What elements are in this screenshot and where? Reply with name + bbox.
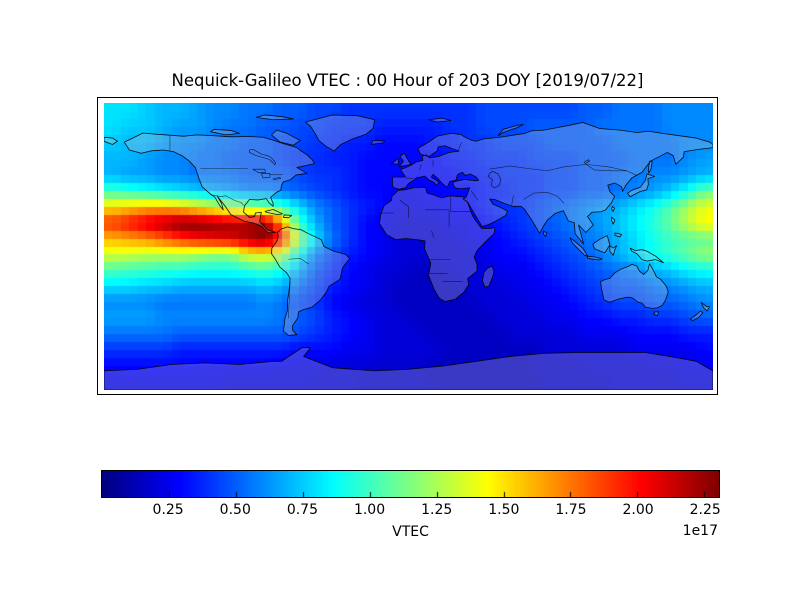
country-border <box>586 164 627 170</box>
country-border <box>400 200 408 218</box>
coastline-landmass <box>104 348 713 390</box>
colorbar-tick-label: 2.25 <box>689 502 721 518</box>
coastline-landmass <box>701 302 709 311</box>
coastline-landmass <box>483 266 494 287</box>
country-border <box>288 282 290 319</box>
coastline-landmass <box>104 137 118 144</box>
lake-outline <box>273 177 281 180</box>
lake-outline <box>249 149 275 164</box>
coastline-landmass <box>392 122 713 244</box>
coastline-landmass <box>371 140 385 144</box>
coastline-landmass <box>392 158 399 164</box>
lake-outline <box>584 160 589 164</box>
coastline-landmass <box>630 248 663 263</box>
colorbar-tick-label: 1.50 <box>488 502 520 518</box>
chart-title: Nequick-Galileo VTEC : 00 Hour of 203 DO… <box>171 71 644 90</box>
country-border <box>288 258 308 264</box>
coastline-landmass <box>498 125 523 136</box>
coastline-landmass <box>256 115 293 120</box>
world-coastlines-overlay <box>104 103 713 390</box>
coastline-landmass <box>399 153 411 167</box>
coastline-landmass <box>265 210 282 215</box>
country-border <box>471 191 478 201</box>
coastline-landmass <box>271 130 300 145</box>
colorbar-tick-label: 1.25 <box>421 502 453 518</box>
country-border <box>211 195 244 206</box>
lake-outline <box>253 169 266 172</box>
colorbar-gradient <box>102 471 719 497</box>
coastline-landmass <box>587 256 602 260</box>
colorbar-tick-label: 1.75 <box>555 502 587 518</box>
coastline-landmass <box>612 217 615 224</box>
map-axes <box>97 97 718 395</box>
coastline-landmass <box>429 118 451 122</box>
country-border <box>524 192 565 203</box>
colorbar-offset-text: 1e17 <box>682 523 718 539</box>
coastline-landmass <box>124 133 314 233</box>
colorbar-tick-label: 1.00 <box>353 502 386 518</box>
coastline-landmass <box>628 174 655 197</box>
country-border <box>451 196 471 211</box>
coastline-landmass <box>654 312 659 316</box>
coastline-landmass <box>593 236 610 253</box>
coastline-landmass <box>648 161 652 173</box>
country-border <box>431 231 434 238</box>
coastline-landmass <box>612 206 615 211</box>
country-border <box>512 195 514 205</box>
coastline-landmass <box>283 215 291 218</box>
country-border <box>458 142 461 150</box>
coastline-landmass <box>570 238 588 256</box>
colorbar-tick-label: 2.00 <box>622 502 654 518</box>
coastline-landmass <box>615 233 622 237</box>
coastline-landmass <box>610 246 617 256</box>
colorbar-tick-label: 0.50 <box>219 502 251 518</box>
coastline-landmass <box>543 231 546 236</box>
colorbar-tick-label: 0.25 <box>152 502 184 518</box>
colorbar-axis-label: VTEC <box>392 524 429 540</box>
country-border <box>419 164 421 170</box>
country-border <box>490 164 637 175</box>
coastline-landmass <box>305 115 374 151</box>
lake-outline <box>488 172 501 188</box>
colorbar-tick-label: 0.75 <box>286 502 318 518</box>
colorbar <box>101 470 720 498</box>
map-image <box>104 103 713 390</box>
coastline-landmass <box>690 311 703 321</box>
coastline-landmass <box>211 129 240 135</box>
coastline-landmass <box>271 227 349 336</box>
lake-outline <box>261 173 270 177</box>
coastline-landmass <box>601 264 669 309</box>
